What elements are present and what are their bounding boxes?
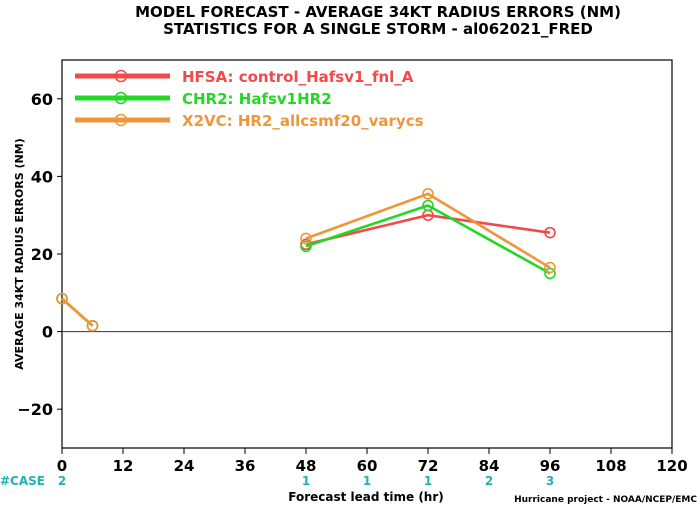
series-2-point bbox=[422, 199, 434, 212]
x-tick-label: 48 bbox=[296, 457, 317, 475]
x-tick-label: 72 bbox=[418, 457, 439, 475]
series-1-line bbox=[305, 213, 551, 246]
legend: HFSA: control_Hafsv1_fnl_A CHR2: Hafsv1HR… bbox=[75, 68, 424, 130]
y-tick-label: 40 bbox=[31, 167, 53, 186]
x-tick-label: 12 bbox=[113, 457, 134, 475]
x-tick-label: 120 bbox=[656, 457, 687, 475]
series-3-point bbox=[422, 188, 434, 200]
legend-marker-1 bbox=[114, 69, 128, 83]
case-count: 2 bbox=[58, 474, 66, 488]
case-count: 1 bbox=[424, 474, 432, 488]
series-2-point bbox=[544, 267, 556, 280]
series-3-point bbox=[300, 232, 312, 245]
series-3-point bbox=[86, 319, 99, 332]
x-tick-label: 60 bbox=[357, 457, 378, 475]
credit-text: Hurricane project - NOAA/NCEP/EMC bbox=[514, 495, 697, 505]
x-tick-label: 96 bbox=[540, 457, 561, 475]
series-3-line bbox=[61, 297, 94, 327]
y-tick-label: 60 bbox=[31, 90, 53, 109]
x-tick-label: 36 bbox=[235, 457, 256, 475]
series-2-point bbox=[300, 240, 312, 253]
legend-label-3: X2VC: HR2_allcsmf20_varycs bbox=[182, 112, 424, 130]
case-label: #CASE bbox=[0, 474, 45, 488]
legend-label-2: CHR2: Hafsv1HR2 bbox=[182, 90, 332, 108]
legend-label-1: HFSA: control_Hafsv1_fnl_A bbox=[182, 68, 414, 86]
chart-subtitle: STATISTICS FOR A SINGLE STORM - al062021… bbox=[163, 20, 593, 38]
case-count: 1 bbox=[363, 474, 371, 488]
x-tick-label: 84 bbox=[479, 457, 500, 475]
series-3-point bbox=[56, 292, 68, 305]
series-3-line bbox=[305, 192, 551, 269]
series-2-line bbox=[305, 204, 551, 275]
case-count: 3 bbox=[546, 474, 554, 488]
x-tick-label: 108 bbox=[595, 457, 626, 475]
y-tick-label: 0 bbox=[42, 323, 53, 342]
series-1-point bbox=[544, 226, 556, 239]
series-3-point bbox=[544, 261, 556, 274]
x-tick-label: 0 bbox=[57, 457, 67, 475]
x-axis-label: Forecast lead time (hr) bbox=[288, 490, 444, 504]
y-axis-label: AVERAGE 34KT RADIUS ERRORS (NM) bbox=[13, 138, 26, 369]
legend-marker-2 bbox=[114, 91, 128, 105]
y-tick-label: −20 bbox=[17, 400, 53, 419]
legend-marker-3 bbox=[114, 113, 128, 127]
case-count: 1 bbox=[302, 474, 310, 488]
case-count: 2 bbox=[485, 474, 493, 488]
y-tick-label: 20 bbox=[31, 245, 53, 264]
chart-title: MODEL FORECAST - AVERAGE 34KT RADIUS ERR… bbox=[135, 3, 621, 21]
x-tick-label: 24 bbox=[174, 457, 195, 475]
